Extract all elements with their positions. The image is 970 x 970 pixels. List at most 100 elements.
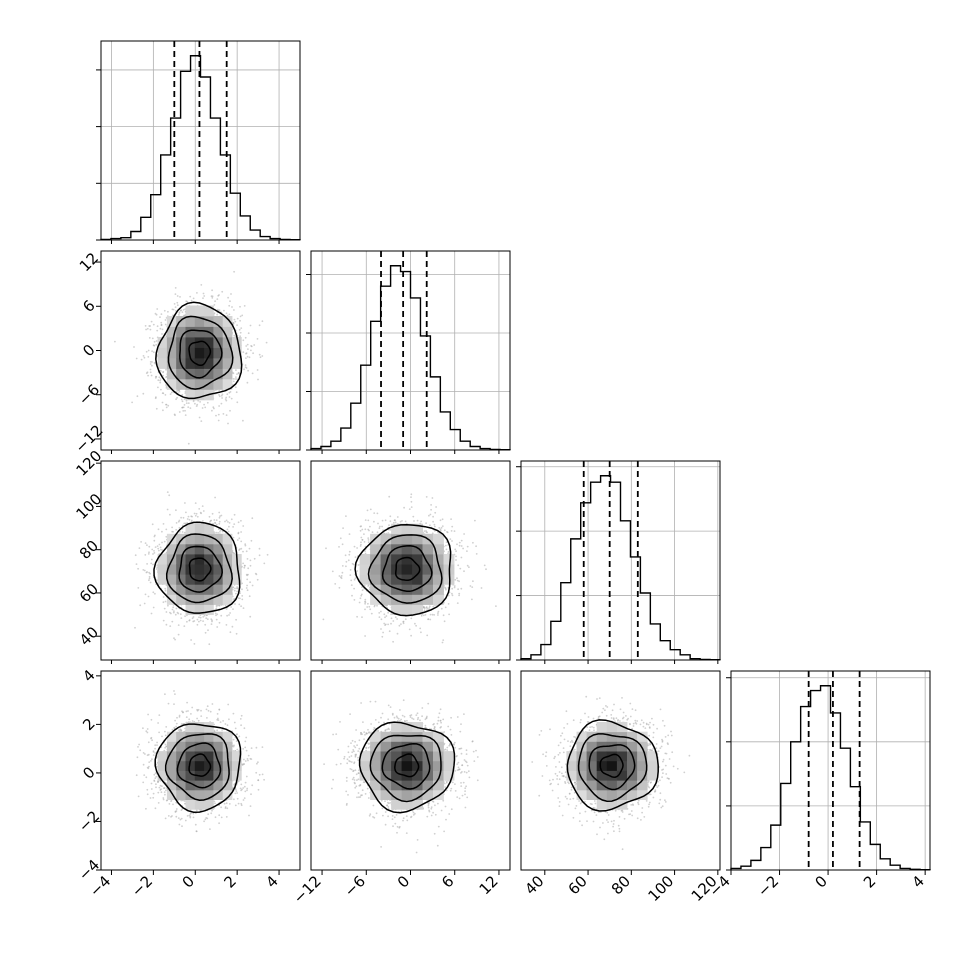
scatter-point <box>144 325 147 327</box>
scatter-point <box>147 767 150 770</box>
scatter-point <box>189 407 192 409</box>
scatter-point <box>151 739 154 742</box>
scatter-point <box>244 760 247 762</box>
scatter-point <box>153 779 156 782</box>
scatter-point <box>215 523 218 526</box>
density-cell <box>222 337 233 348</box>
scatter-point <box>403 715 406 718</box>
density-cell <box>616 760 628 771</box>
scatter-point <box>439 708 442 711</box>
scatter-point <box>367 728 369 731</box>
scatter-point <box>216 298 219 300</box>
scatter-point <box>164 600 167 603</box>
scatter-point <box>261 773 264 776</box>
scatter-point <box>233 334 236 337</box>
scatter-point <box>206 401 209 404</box>
scatter-point <box>189 816 192 819</box>
scatter-point <box>667 734 670 737</box>
scatter-point <box>225 399 228 402</box>
scatter-point <box>619 720 621 722</box>
scatter-point <box>434 813 437 816</box>
scatter-point <box>406 819 409 822</box>
scatter-point <box>160 388 162 391</box>
density-cell <box>401 799 413 810</box>
scatter-point <box>155 375 157 378</box>
density-cell <box>606 770 618 781</box>
scatter-point <box>629 723 631 725</box>
scatter-point <box>441 641 444 644</box>
scatter-point <box>154 747 157 750</box>
scatter-point <box>631 814 634 817</box>
scatter-point <box>363 584 366 587</box>
scatter-point <box>228 396 231 398</box>
scatter-point <box>648 803 650 806</box>
density-cell <box>422 554 434 565</box>
scatter-point <box>239 305 241 308</box>
density-cell <box>422 760 434 771</box>
scatter-point <box>248 814 250 817</box>
scatter-point <box>428 514 430 517</box>
scatter-point <box>167 604 169 607</box>
density-cell <box>194 751 205 762</box>
scatter-point <box>215 519 218 522</box>
contour-0-1-0 <box>188 340 212 367</box>
scatter-point <box>192 816 195 819</box>
scatter-point <box>162 601 165 604</box>
scatter-point <box>242 351 245 353</box>
scatter-point <box>152 606 155 609</box>
scatter-point <box>244 544 247 547</box>
scatter-point <box>154 397 157 400</box>
scatter-point <box>428 809 430 812</box>
scatter-point <box>243 727 246 730</box>
scatter-point <box>437 610 440 613</box>
scatter-point <box>359 529 362 532</box>
scatter-point <box>579 802 582 805</box>
scatter-point <box>150 736 153 739</box>
density-cell <box>596 731 608 742</box>
scatter-point <box>215 531 218 534</box>
scatter-point <box>149 361 152 363</box>
scatter-point <box>188 518 191 521</box>
scatter-point <box>354 753 357 756</box>
scatter-point <box>662 758 665 761</box>
scatter-point <box>215 605 218 608</box>
scatter-point <box>249 615 252 618</box>
scatter-point <box>634 719 637 722</box>
scatter-point <box>233 721 236 724</box>
scatter-point <box>563 727 565 729</box>
scatter-point <box>200 284 203 286</box>
scatter-point <box>232 378 235 380</box>
density-cell <box>380 780 392 791</box>
density-cell <box>433 731 444 742</box>
scatter-point <box>164 730 166 733</box>
scatter-point <box>432 520 434 523</box>
scatter-point <box>236 797 239 800</box>
scatter-point <box>191 706 194 709</box>
scatter-point <box>362 781 365 783</box>
scatter-point <box>436 844 439 847</box>
scatter-point <box>156 744 158 746</box>
scatter-point <box>236 590 239 593</box>
scatter-point <box>595 814 598 816</box>
scatter-point <box>149 325 152 327</box>
scatter-point <box>246 381 249 384</box>
scatter-point <box>178 519 181 522</box>
scatter-point <box>204 623 207 626</box>
scatter-point <box>356 615 358 618</box>
scatter-point <box>252 352 255 355</box>
scatter-point <box>466 796 469 799</box>
scatter-point <box>218 395 221 398</box>
scatter-point <box>367 602 369 605</box>
scatter-point <box>471 740 474 743</box>
scatter-point <box>651 717 653 720</box>
scatter-point <box>174 693 176 695</box>
contour-1-3-2 <box>369 734 442 803</box>
scatter-point <box>257 788 260 791</box>
scatter-point <box>416 712 419 715</box>
scatter-point <box>226 314 229 317</box>
density-cell <box>576 789 587 800</box>
scatter-point <box>165 384 167 386</box>
scatter-point <box>250 793 252 796</box>
scatter-point <box>339 537 342 540</box>
scatter-point <box>237 780 240 783</box>
